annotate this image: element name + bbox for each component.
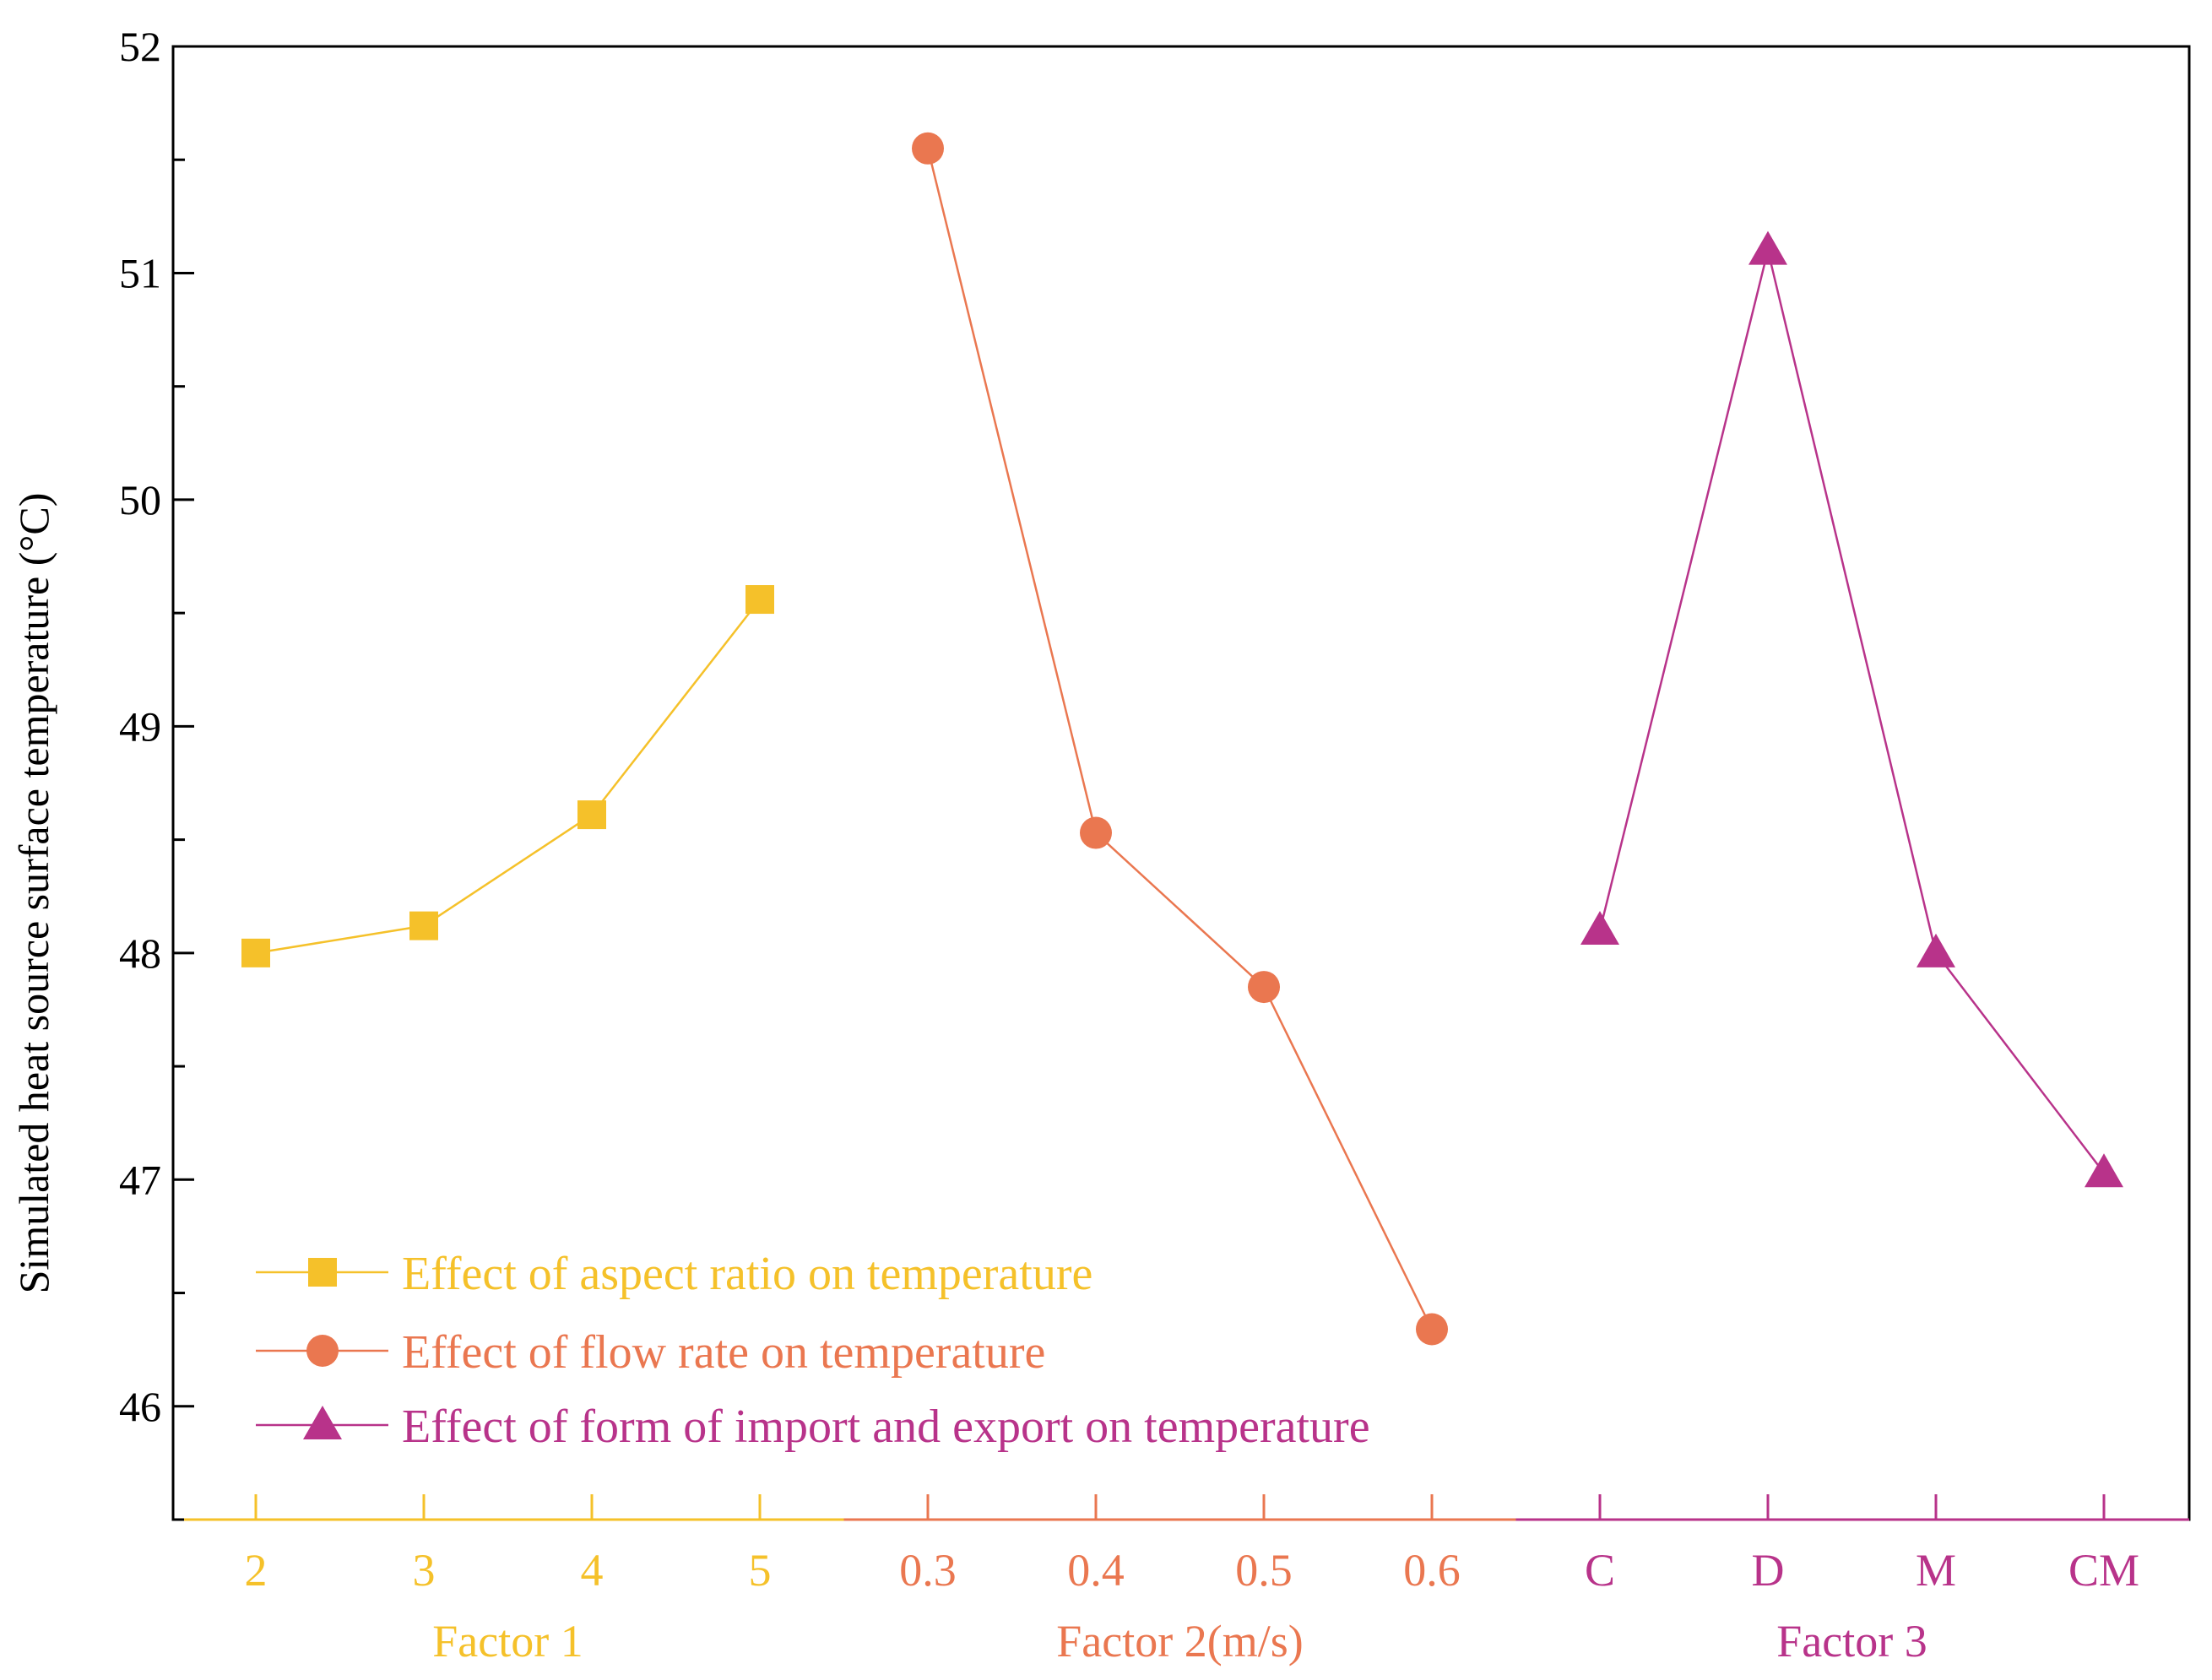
- y-tick-label: 46: [119, 1383, 161, 1430]
- x-axis: 2 3 4 5 Factor 1 0.3 0.4 0.5 0.6 Factor 2(m/s) C D M…: [184, 1494, 2189, 1666]
- data-point: [1416, 1313, 1448, 1346]
- x-tick-label: CM: [2068, 1545, 2139, 1596]
- legend-item: Effect of aspect ratio on temperature: [256, 1248, 1092, 1300]
- legend-item: Effect of flow rate on temperature: [256, 1326, 1045, 1379]
- x-tick-label: 3: [413, 1545, 436, 1596]
- legend-label: Effect of flow rate on temperature: [402, 1326, 1045, 1379]
- data-point: [1917, 933, 1955, 967]
- data-point: [1080, 816, 1112, 849]
- data-point: [1248, 971, 1280, 1004]
- data-point: [1580, 911, 1619, 945]
- x-group-label: Factor 1: [432, 1616, 583, 1666]
- legend: Effect of aspect ratio on temperature Eff…: [256, 1248, 1370, 1453]
- x-tick-label: 0.4: [1067, 1545, 1125, 1596]
- data-point: [577, 800, 606, 830]
- y-tick-label: 51: [119, 249, 161, 296]
- y-tick-label: 52: [119, 23, 161, 70]
- y-tick-label: 50: [119, 476, 161, 523]
- legend-marker: [303, 1406, 342, 1439]
- data-point: [2085, 1153, 2123, 1188]
- legend-marker: [306, 1335, 339, 1367]
- series-line: [255, 599, 761, 955]
- x-tick-label: 5: [749, 1545, 772, 1596]
- legend-marker: [308, 1258, 337, 1287]
- legend-label: Effect of aspect ratio on temperature: [402, 1248, 1092, 1300]
- data-point: [241, 938, 270, 967]
- series-2: [912, 132, 1448, 1346]
- y-tick-label: 48: [119, 929, 161, 977]
- x-tick-label: D: [1752, 1545, 1785, 1596]
- x-tick-label: M: [1916, 1545, 1956, 1596]
- y-axis: 46 47 48 49 50 51 52: [119, 23, 194, 1521]
- series-line: [926, 148, 1434, 1330]
- series-3: [1580, 230, 2123, 1188]
- data-point: [912, 132, 944, 165]
- data-point: [409, 911, 438, 940]
- x-group-label: Factor 2(m/s): [1056, 1616, 1303, 1666]
- series-layer: [241, 132, 2123, 1346]
- x-tick-label: 0.6: [1403, 1545, 1461, 1596]
- x-tick-label: 2: [245, 1545, 268, 1596]
- x-tick-label: 4: [581, 1545, 604, 1596]
- x-group-label: Factor 3: [1776, 1616, 1927, 1666]
- x-tick-label: 0.3: [899, 1545, 957, 1596]
- data-point: [745, 585, 774, 615]
- x-tick-label: 0.5: [1235, 1545, 1293, 1596]
- legend-item: Effect of form of import and export on t…: [256, 1401, 1370, 1453]
- y-tick-label: 49: [119, 702, 161, 750]
- y-tick-label: 47: [119, 1156, 161, 1203]
- series-line: [1598, 250, 2105, 1174]
- data-point: [1748, 230, 1787, 265]
- y-axis-label: Simulated heat source surface temperatur…: [10, 493, 57, 1294]
- legend-label: Effect of form of import and export on t…: [402, 1401, 1370, 1453]
- x-tick-label: C: [1585, 1545, 1615, 1596]
- series-1: [241, 585, 774, 967]
